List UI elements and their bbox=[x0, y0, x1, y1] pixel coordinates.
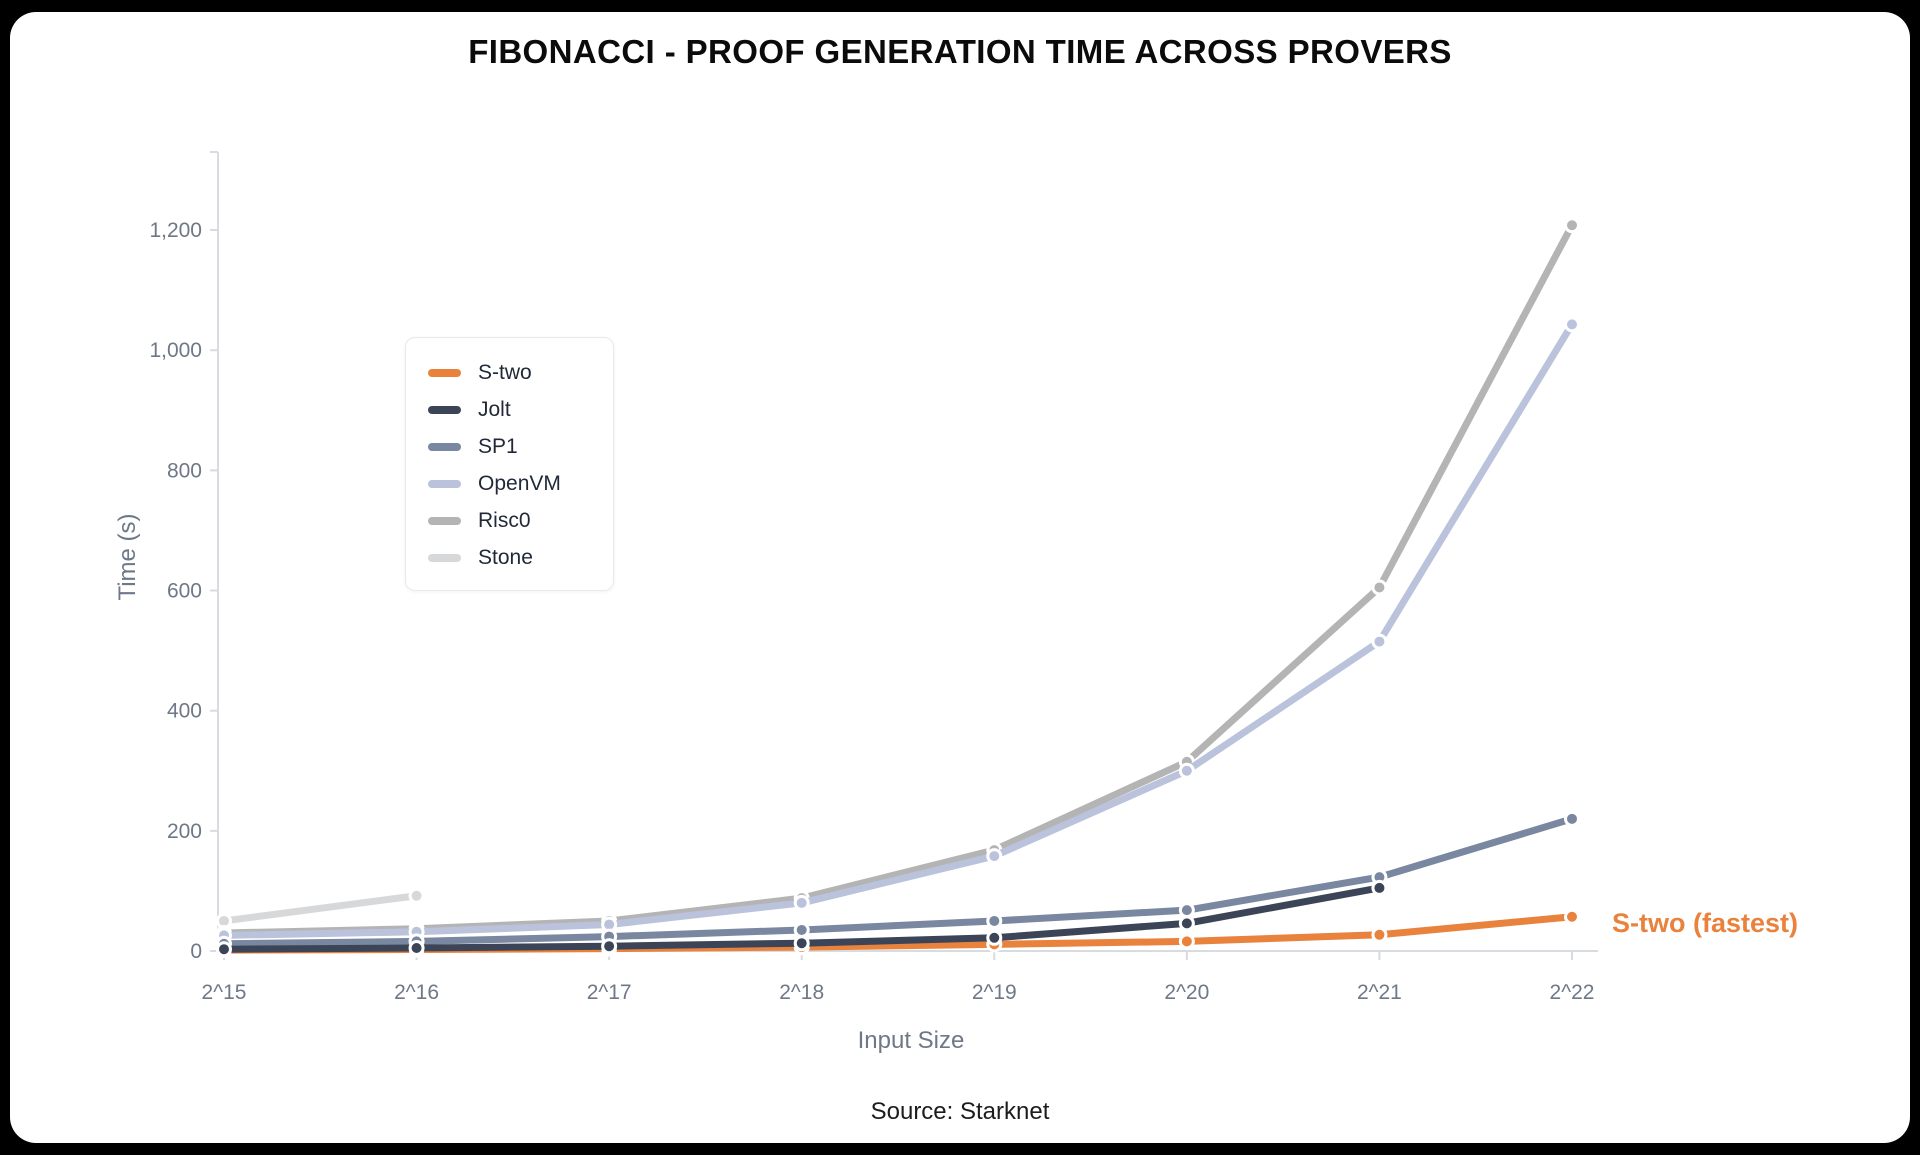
data-point-openvm bbox=[1178, 762, 1195, 779]
y-tick-label: 800 bbox=[167, 459, 202, 482]
y-tick-label: 1,200 bbox=[149, 219, 202, 242]
legend-item-risc0: Risc0 bbox=[406, 502, 613, 539]
y-axis-title: Time (s) bbox=[114, 513, 141, 601]
y-tick-label: 400 bbox=[167, 700, 202, 723]
data-point-s-two bbox=[1371, 926, 1388, 943]
data-point-openvm bbox=[986, 848, 1003, 865]
x-tick-label: 2^19 bbox=[972, 981, 1017, 1004]
legend-swatch-icon bbox=[428, 516, 461, 525]
series-line-stone bbox=[220, 892, 421, 925]
data-point-risc0 bbox=[1371, 579, 1388, 596]
x-tick-label: 2^18 bbox=[779, 981, 824, 1004]
x-tick-label: 2^20 bbox=[1164, 981, 1209, 1004]
x-tick-label: 2^17 bbox=[587, 981, 632, 1004]
legend-swatch-icon bbox=[428, 553, 461, 562]
legend-swatch-icon bbox=[428, 479, 461, 488]
series-annotation-stwo-fastest: S-two (fastest) bbox=[1612, 908, 1799, 938]
x-tick-label: 2^15 bbox=[202, 981, 247, 1004]
x-tick-label: 2^21 bbox=[1357, 981, 1402, 1004]
legend-item-s-two: S-two bbox=[406, 354, 613, 391]
data-point-s-two bbox=[1178, 933, 1195, 950]
legend-label: Jolt bbox=[478, 397, 511, 421]
y-tick-label: 200 bbox=[167, 820, 202, 843]
data-point-jolt bbox=[986, 929, 1003, 946]
data-point-openvm bbox=[793, 894, 810, 911]
legend-swatch-icon bbox=[428, 368, 461, 377]
data-point-sp1 bbox=[793, 921, 810, 938]
y-tick-label: 1,000 bbox=[149, 339, 202, 362]
x-tick-label: 2^16 bbox=[394, 981, 439, 1004]
data-point-sp1 bbox=[986, 912, 1003, 929]
data-point-jolt bbox=[1178, 915, 1195, 932]
data-point-s-two bbox=[1563, 908, 1580, 925]
chart-title: FIBONACCI - PROOF GENERATION TIME ACROSS… bbox=[468, 33, 1452, 70]
y-tick-label: 0 bbox=[190, 940, 202, 963]
data-point-jolt bbox=[601, 938, 618, 955]
series-line-openvm bbox=[220, 320, 1576, 939]
x-tick-label: 2^22 bbox=[1550, 981, 1595, 1004]
source-caption: Source: Starknet bbox=[870, 1098, 1050, 1125]
legend-item-stone: Stone bbox=[406, 539, 613, 576]
chart-legend: S-two Jolt SP1 OpenVM Risc0 Stone bbox=[405, 337, 614, 591]
x-axis-title: Input Size bbox=[857, 1027, 965, 1054]
y-tick-label: 600 bbox=[167, 580, 202, 603]
legend-label: S-two bbox=[478, 360, 532, 384]
legend-label: SP1 bbox=[478, 434, 518, 458]
legend-item-openvm: OpenVM bbox=[406, 465, 613, 502]
data-point-jolt bbox=[216, 941, 232, 958]
data-point-sp1 bbox=[1563, 810, 1580, 827]
data-point-stone bbox=[408, 887, 425, 904]
legend-label: Risc0 bbox=[478, 508, 531, 532]
data-point-jolt bbox=[793, 935, 810, 952]
chart-card bbox=[10, 12, 1910, 1143]
legend-swatch-icon bbox=[428, 442, 461, 451]
data-point-openvm bbox=[1563, 316, 1580, 333]
series-line-sp1 bbox=[220, 815, 1576, 948]
legend-item-jolt: Jolt bbox=[406, 391, 613, 428]
data-point-openvm bbox=[1371, 633, 1388, 650]
data-point-risc0 bbox=[1563, 217, 1580, 234]
legend-label: Stone bbox=[478, 545, 533, 569]
legend-item-sp1: SP1 bbox=[406, 428, 613, 465]
data-point-sp1 bbox=[1178, 902, 1195, 919]
data-point-jolt bbox=[408, 939, 425, 956]
data-point-jolt bbox=[1371, 879, 1388, 896]
legend-label: OpenVM bbox=[478, 471, 561, 495]
legend-swatch-icon bbox=[428, 405, 461, 414]
